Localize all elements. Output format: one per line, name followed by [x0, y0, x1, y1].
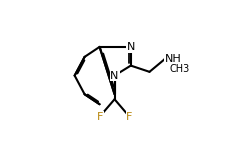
Text: F: F: [126, 112, 133, 122]
Text: CH3: CH3: [169, 64, 190, 74]
Text: F: F: [96, 112, 103, 122]
Text: N: N: [110, 71, 119, 81]
Text: N: N: [127, 42, 135, 52]
Text: NH: NH: [165, 54, 181, 64]
